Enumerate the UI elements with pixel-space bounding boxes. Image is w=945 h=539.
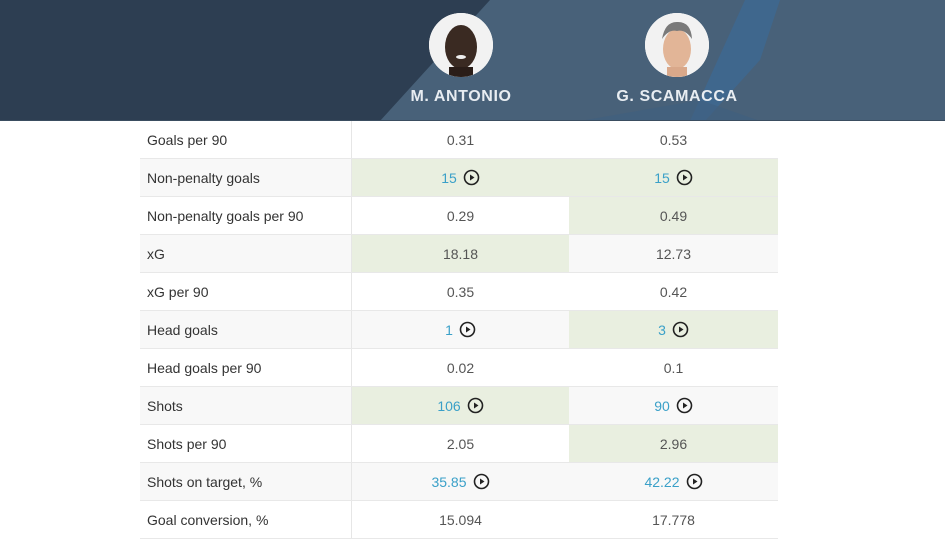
stat-value: 2.96: [659, 435, 688, 452]
stat-label: Shots: [140, 387, 352, 424]
table-row: Non-penalty goals per 90 0.29 0.49: [140, 197, 778, 235]
stat-value[interactable]: 3: [658, 321, 666, 338]
player-1-value-cell: 2.05: [352, 425, 569, 462]
stat-label: Non-penalty goals: [140, 159, 352, 196]
player-2-value-cell[interactable]: 90: [569, 387, 778, 424]
stat-label: xG per 90: [140, 273, 352, 310]
table-row: Shots 106 90: [140, 387, 778, 425]
stat-value: 0.42: [659, 283, 688, 300]
stat-value[interactable]: 15: [654, 169, 670, 186]
stat-value: 0.35: [446, 283, 475, 300]
player-2-value-cell: 0.49: [569, 197, 778, 234]
stats-comparison-table: Goals per 90 0.31 0.53 Non-penalty goals 15 1…: [140, 121, 778, 539]
table-row: Goals per 90 0.31 0.53: [140, 121, 778, 159]
table-row: Goal conversion, % 15.094 17.778: [140, 501, 778, 539]
stat-value: 17.778: [652, 511, 695, 528]
stat-value[interactable]: 15: [441, 169, 457, 186]
stat-label: Goals per 90: [140, 121, 352, 158]
player-2-value-cell: 2.96: [569, 425, 778, 462]
player-1-value-cell: 0.02: [352, 349, 569, 386]
play-video-icon[interactable]: [672, 321, 689, 338]
player-photo-icon: [645, 13, 709, 77]
stat-value: 0.1: [663, 359, 684, 376]
player-photo-icon: [429, 13, 493, 77]
player-1-value-cell: 15.094: [352, 501, 569, 538]
play-video-icon[interactable]: [473, 473, 490, 490]
stat-value: 15.094: [439, 511, 482, 528]
stat-value: 2.05: [446, 435, 475, 452]
stat-label: xG: [140, 235, 352, 272]
stat-value: 0.02: [446, 359, 475, 376]
player-2-value-cell: 12.73: [569, 235, 778, 272]
stat-value[interactable]: 35.85: [431, 473, 467, 490]
player-2-header: G. SCAMACCA: [577, 13, 777, 106]
stat-value: 0.49: [659, 207, 688, 224]
player-1-value-cell[interactable]: 35.85: [352, 463, 569, 500]
stat-value[interactable]: 90: [654, 397, 670, 414]
player-1-avatar[interactable]: [429, 13, 493, 77]
play-video-icon[interactable]: [686, 473, 703, 490]
table-row: Head goals 1 3: [140, 311, 778, 349]
table-row: xG 18.18 12.73: [140, 235, 778, 273]
player-1-value-cell[interactable]: 15: [352, 159, 569, 196]
player-2-value-cell: 0.42: [569, 273, 778, 310]
stat-value: 0.53: [659, 131, 688, 148]
player-1-value-cell[interactable]: 1: [352, 311, 569, 348]
play-video-icon[interactable]: [467, 397, 484, 414]
player-1-value-cell[interactable]: 106: [352, 387, 569, 424]
player-2-name[interactable]: G. SCAMACCA: [616, 88, 738, 105]
player-1-value-cell: 0.29: [352, 197, 569, 234]
comparison-header: M. ANTONIO G. SCAMACCA: [0, 0, 945, 121]
table-row: xG per 90 0.35 0.42: [140, 273, 778, 311]
play-video-icon[interactable]: [676, 397, 693, 414]
stat-label: Shots per 90: [140, 425, 352, 462]
player-2-value-cell[interactable]: 3: [569, 311, 778, 348]
stat-label: Head goals per 90: [140, 349, 352, 386]
table-row: Non-penalty goals 15 15: [140, 159, 778, 197]
stat-label: Shots on target, %: [140, 463, 352, 500]
play-video-icon[interactable]: [676, 169, 693, 186]
stat-label: Head goals: [140, 311, 352, 348]
stat-value[interactable]: 1: [445, 321, 453, 338]
table-row: Shots per 90 2.05 2.96: [140, 425, 778, 463]
play-video-icon[interactable]: [459, 321, 476, 338]
stat-value: 18.18: [442, 245, 479, 262]
player-2-avatar[interactable]: [645, 13, 709, 77]
stat-value: 0.31: [446, 131, 475, 148]
player-2-value-cell: 0.53: [569, 121, 778, 158]
stat-label: Goal conversion, %: [140, 501, 352, 538]
stat-label: Non-penalty goals per 90: [140, 197, 352, 234]
player-2-value-cell: 17.778: [569, 501, 778, 538]
stat-value: 12.73: [655, 245, 692, 262]
stat-value[interactable]: 106: [437, 397, 461, 414]
player-1-value-cell: 18.18: [352, 235, 569, 272]
play-video-icon[interactable]: [463, 169, 480, 186]
table-row: Shots on target, % 35.85 42.22: [140, 463, 778, 501]
player-2-value-cell: 0.1: [569, 349, 778, 386]
stat-value[interactable]: 42.22: [644, 473, 680, 490]
player-2-value-cell[interactable]: 42.22: [569, 463, 778, 500]
player-1-value-cell: 0.35: [352, 273, 569, 310]
player-1-name[interactable]: M. ANTONIO: [410, 88, 512, 105]
player-1-value-cell: 0.31: [352, 121, 569, 158]
player-2-value-cell[interactable]: 15: [569, 159, 778, 196]
player-1-header: M. ANTONIO: [361, 13, 561, 106]
table-row: Head goals per 90 0.02 0.1: [140, 349, 778, 387]
stat-value: 0.29: [446, 207, 475, 224]
